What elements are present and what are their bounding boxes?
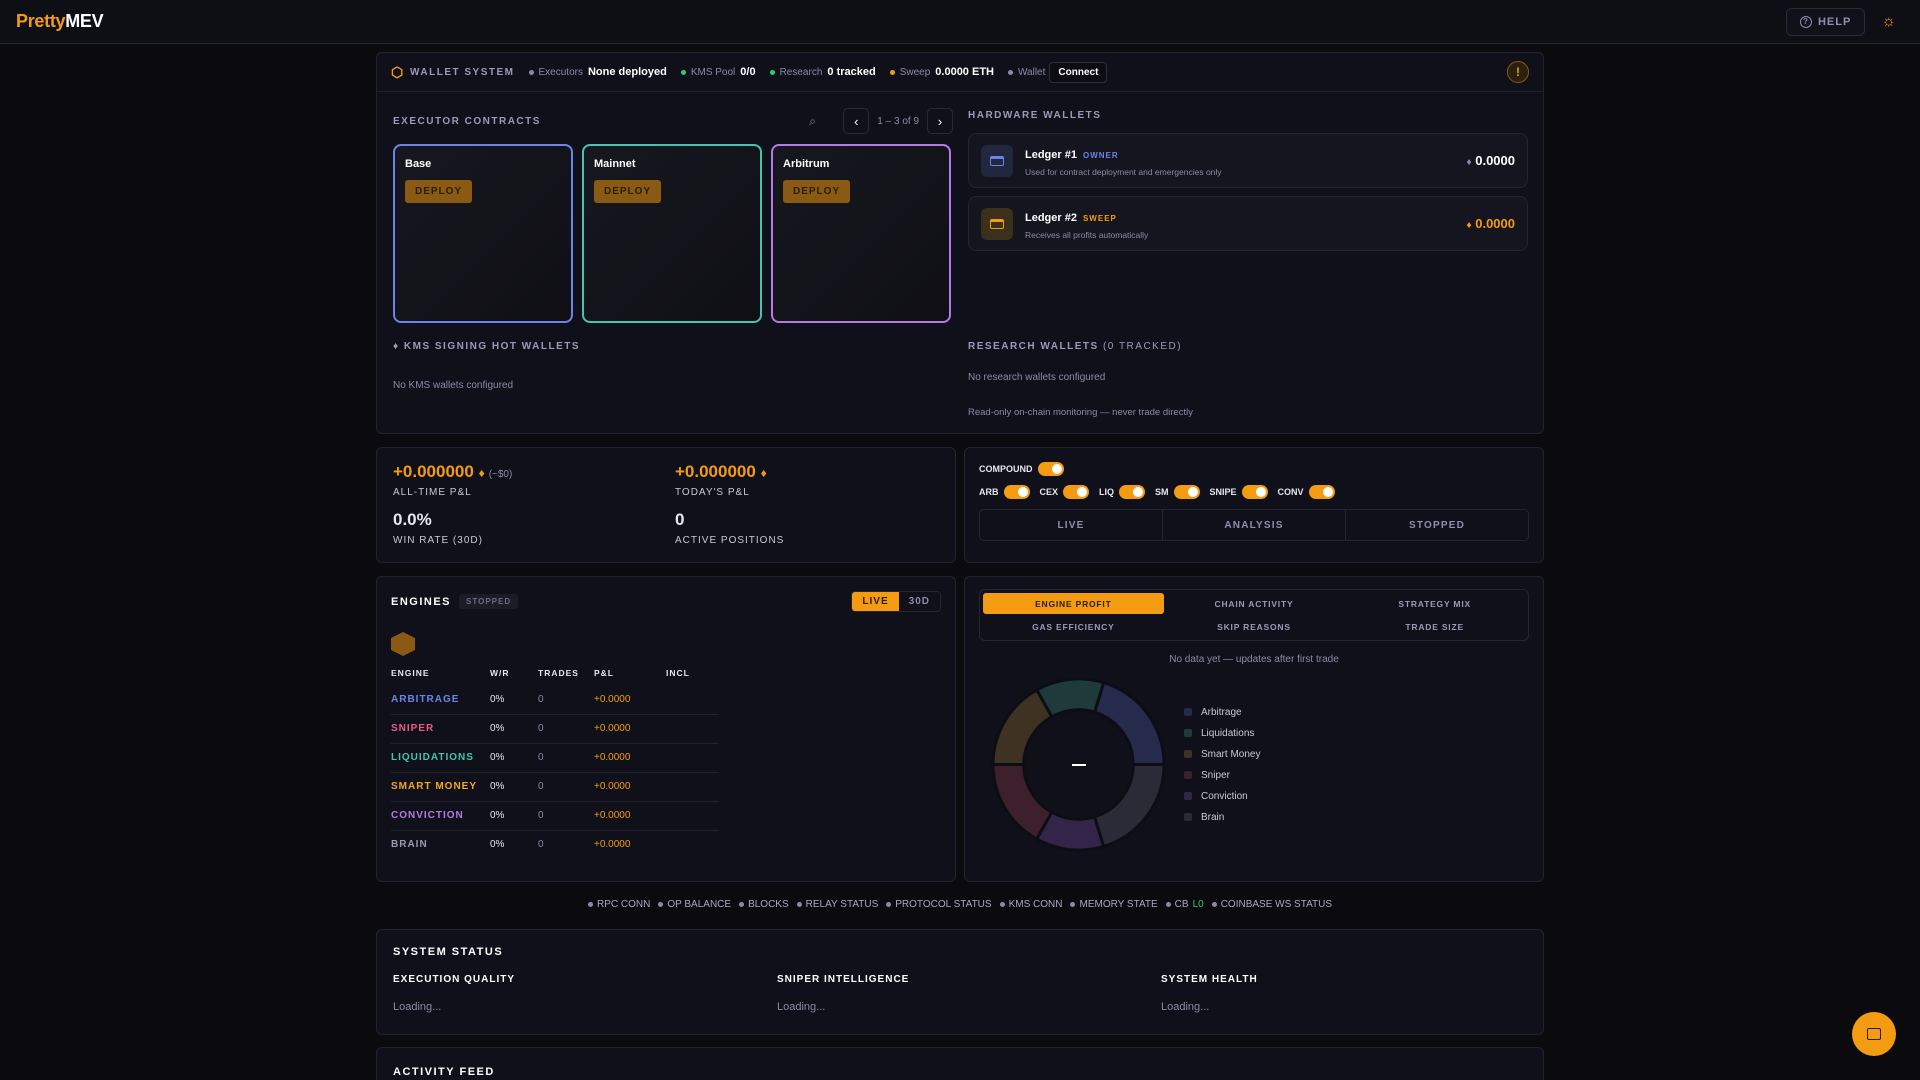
activity-feed-panel: ACTIVITY FEED [376,1047,1544,1080]
executor-card-arbitrum: Arbitrum DEPLOY [771,144,951,323]
snipe-toggle[interactable] [1241,485,1268,499]
donut-chart [991,677,1166,852]
research-wallets: RESEARCH WALLETS (0 TRACKED) No research… [968,341,1193,418]
mode-selector: LIVE ANALYSIS STOPPED [979,509,1529,541]
arb-toggle[interactable] [1003,485,1030,499]
prev-page-button[interactable]: ‹ [843,108,870,134]
controls-panel: COMPOUND ARB CEX LIQ SM SNIPE CONV LIVE … [964,447,1544,563]
range-30d[interactable]: 30D [908,596,930,607]
chart-tabs: ENGINE PROFIT CHAIN ACTIVITY STRATEGY MI… [979,589,1529,641]
connect-wallet-button[interactable]: Connect [1049,61,1108,83]
help-icon: ? [1799,15,1812,28]
hexagon-icon: ⬡ [391,63,405,80]
status-badge: STOPPED [459,594,519,609]
tab-chain-activity[interactable]: CHAIN ACTIVITY [1214,598,1294,609]
eth-icon: ♦ [393,341,400,352]
tab-gas-efficiency[interactable]: GAS EFFICIENCY [1032,621,1115,632]
wallet-system-panel: ⬡ WALLET SYSTEM Executors None deployed KM… [376,52,1544,434]
engines-table: ENGINE W/R TRADES P&L INCL ARBITRAGE 0% 0 +0.00… [391,668,719,859]
status-dot [528,69,534,75]
mode-live[interactable]: LIVE [1057,519,1085,531]
tab-engine-profit[interactable]: ENGINE PROFIT [983,593,1164,614]
table-row: ARBITRAGE 0% 0 +0.0000 [391,685,719,715]
deploy-button[interactable]: DEPLOY [594,180,662,203]
chart-panel: ENGINE PROFIT CHAIN ACTIVITY STRATEGY MI… [964,576,1544,882]
tab-skip-reasons[interactable]: SKIP REASONS [1217,621,1291,632]
system-status-panel: SYSTEM STATUS EXECUTION QUALITY Loading..… [376,929,1544,1035]
page-indicator: 1 – 3 of 9 [877,115,919,127]
win-rate: 0.0% [393,510,432,529]
section-title: EXECUTOR CONTRACTS [393,115,541,127]
hexagon-icon [391,632,415,656]
deploy-button[interactable]: DEPLOY [783,180,851,203]
range-live[interactable]: LIVE [852,592,899,611]
card-icon [990,155,1004,166]
mode-analysis[interactable]: ANALYSIS [1162,510,1345,540]
stat-wallet: Wallet [1007,67,1045,78]
liq-toggle[interactable] [1119,485,1146,499]
active-positions: 0 [675,510,685,529]
table-row: BRAIN 0% 0 +0.0000 [391,839,631,851]
status-dot [889,69,895,75]
chat-button[interactable] [1852,1012,1896,1056]
table-row: CONVICTION 0% 0 +0.0000 [391,801,719,831]
connection-status-bar: RPC CONN OP BALANCE BLOCKS RELAY STATUS … [0,899,1920,910]
search-icon[interactable]: ⌕ [809,114,817,128]
sm-toggle[interactable] [1173,485,1200,499]
top-bar: PrettyMEV ? HELP ☼ [0,0,1920,44]
hardware-wallets: HARDWARE WALLETS Ledger #1 OWNER Used for … [968,110,1528,251]
tab-trade-size[interactable]: TRADE SIZE [1405,621,1464,632]
table-row: SNIPER 0% 0 +0.0000 [391,714,719,744]
eth-icon: ♦ [760,466,767,480]
executor-card-base: Base DEPLOY [393,144,573,323]
pnl-panel: +0.000000 ♦ (~$0) ALL-TIME P&L +0.000000 ♦… [376,447,956,563]
cex-toggle[interactable] [1063,485,1090,499]
engines-panel: ENGINES STOPPED LIVE 30D ENGINE W/R TRADES P… [376,576,956,882]
chart-legend: Arbitrage Liquidations Smart Money Snipe… [1184,702,1260,828]
stat-kms-pool: KMS Pool 0/0 [680,66,756,78]
chat-icon [1867,1028,1881,1040]
warning-icon[interactable]: ! [1507,61,1529,83]
status-dot [1007,69,1013,75]
status-dot [769,69,775,75]
eth-icon: ♦ [1466,220,1472,231]
table-row: SMART MONEY 0% 0 +0.0000 [391,772,719,802]
logo[interactable]: PrettyMEV [16,11,104,31]
today-pnl: +0.000000 [675,462,756,481]
deploy-button[interactable]: DEPLOY [405,180,473,203]
all-time-pnl: +0.000000 [393,462,474,481]
eth-icon: ♦ [1466,157,1472,168]
help-button[interactable]: ? HELP [1785,7,1866,36]
executor-contracts: EXECUTOR CONTRACTS ⌕ ‹ 1 – 3 of 9 › Base… [393,108,953,323]
card-icon [990,218,1004,229]
tab-strategy-mix[interactable]: STRATEGY MIX [1398,598,1471,609]
compound-toggle[interactable] [1037,462,1064,476]
kms-wallets: ♦ KMS SIGNING HOT WALLETS No KMS wallets… [393,341,581,391]
hardware-wallet-ledger-1[interactable]: Ledger #1 OWNER Used for contract deployme… [968,133,1528,188]
executor-card-mainnet: Mainnet DEPLOY [582,144,762,323]
hardware-wallet-ledger-2[interactable]: Ledger #2 SWEEP Receives all profits autom… [968,196,1528,251]
sun-icon[interactable]: ☼ [1881,12,1896,30]
stat-sweep: Sweep 0.0000 ETH [889,66,994,78]
next-page-button[interactable]: › [927,108,953,134]
stat-executors: Executors None deployed [528,66,667,78]
status-dot [680,69,686,75]
table-row: LIQUIDATIONS 0% 0 +0.0000 [391,743,719,773]
eth-icon: ♦ [478,466,485,480]
donut-center-dash [1071,763,1086,766]
conv-toggle[interactable] [1308,485,1335,499]
mode-stopped[interactable]: STOPPED [1345,510,1528,540]
stat-research: Research 0 tracked [769,66,876,78]
